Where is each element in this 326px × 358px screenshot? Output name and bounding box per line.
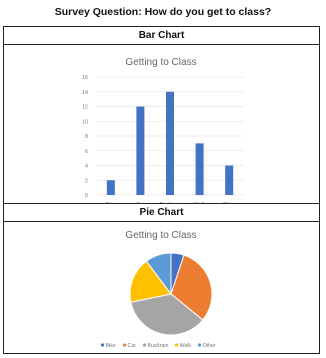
pie-chart: Getting to Class Bike Car Bus/train Walk Oth… bbox=[100, 230, 216, 349]
y-tick-label: 14 bbox=[82, 90, 88, 96]
pie-chart-header: Pie Chart bbox=[4, 204, 319, 222]
legend-label: Other bbox=[203, 343, 216, 349]
pie-slice bbox=[170, 254, 213, 321]
legend-swatch bbox=[100, 343, 105, 347]
pie-chart-title: Getting to Class bbox=[125, 230, 196, 241]
legend-swatch bbox=[122, 343, 127, 347]
y-tick-label: 6 bbox=[85, 149, 88, 155]
y-tick-label: 16 bbox=[82, 75, 88, 81]
bar bbox=[195, 143, 204, 195]
y-tick-label: 10 bbox=[82, 119, 88, 125]
x-tick-label: Bus/train bbox=[160, 202, 181, 203]
section-divider bbox=[4, 203, 319, 204]
bar bbox=[225, 165, 234, 195]
pie-slice bbox=[129, 260, 172, 303]
legend-label: Bus/train bbox=[148, 343, 169, 349]
legend-label: Bike bbox=[106, 343, 116, 349]
legend-swatch bbox=[197, 343, 202, 347]
x-tick-label: Walk bbox=[194, 202, 206, 203]
y-tick-label: 12 bbox=[82, 105, 88, 111]
y-tick-label: 0 bbox=[85, 193, 88, 199]
bar-chart-title: Getting to Class bbox=[125, 57, 196, 68]
bar-chart: Getting to Class 0 2 4 6 8 10 12 14 16 Bike Car Bu… bbox=[82, 57, 244, 203]
x-tick-label: Car bbox=[136, 202, 145, 203]
page-title: Survey Question: How do you get to class… bbox=[54, 6, 272, 18]
x-tick-label: Other bbox=[223, 202, 236, 203]
y-tick-label: 8 bbox=[85, 134, 88, 140]
legend-label: Car bbox=[128, 343, 137, 349]
bar bbox=[166, 91, 174, 195]
bar bbox=[106, 180, 115, 195]
y-tick-label: 2 bbox=[85, 178, 88, 184]
legend-label: Walk bbox=[180, 343, 192, 349]
x-tick-label: Bike bbox=[106, 202, 116, 203]
bar bbox=[136, 106, 145, 195]
pie-slice bbox=[145, 252, 172, 296]
legend-swatch bbox=[142, 343, 147, 347]
charts-table: Bar Chart Getting to Class 0 2 4 6 8 10 12 14 16… bbox=[3, 26, 320, 354]
pie-slice bbox=[130, 293, 204, 336]
y-tick-label: 4 bbox=[85, 164, 88, 170]
legend-swatch bbox=[174, 343, 179, 347]
bar-chart-header: Bar Chart bbox=[4, 27, 319, 45]
